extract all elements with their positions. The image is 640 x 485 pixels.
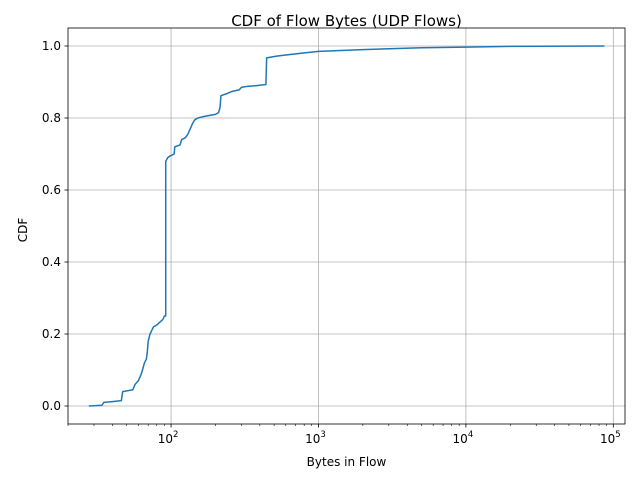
x-tick-label: 105: [600, 430, 621, 446]
y-tick-label: 0.0: [42, 399, 61, 413]
y-tick-label: 0.2: [42, 327, 61, 341]
x-tick-base: 10: [600, 432, 615, 446]
plot-frame: [67, 27, 626, 425]
x-axis-label: Bytes in Flow: [307, 455, 387, 469]
y-tick-label: 0.8: [42, 111, 61, 125]
x-tick-exponent: 3: [320, 430, 325, 440]
y-tick-label: 1.0: [42, 39, 61, 53]
y-axis-label: CDF: [16, 218, 30, 243]
x-tick-label: 103: [305, 430, 326, 446]
x-tick-base: 10: [453, 432, 468, 446]
x-tick-label: 102: [158, 430, 179, 446]
x-tick-base: 10: [158, 432, 173, 446]
y-tick-label: 0.4: [42, 255, 61, 269]
x-tick-label: 104: [453, 430, 474, 446]
x-tick-exponent: 2: [173, 430, 178, 440]
x-tick-exponent: 5: [615, 430, 620, 440]
plot-data: [88, 45, 605, 407]
x-tick-base: 10: [305, 432, 320, 446]
grid: [68, 28, 625, 424]
x-tick-exponent: 4: [468, 430, 473, 440]
cdf-series-line: [88, 45, 605, 407]
chart-title: CDF of Flow Bytes (UDP Flows): [231, 12, 462, 30]
y-tick-label: 0.6: [42, 183, 61, 197]
